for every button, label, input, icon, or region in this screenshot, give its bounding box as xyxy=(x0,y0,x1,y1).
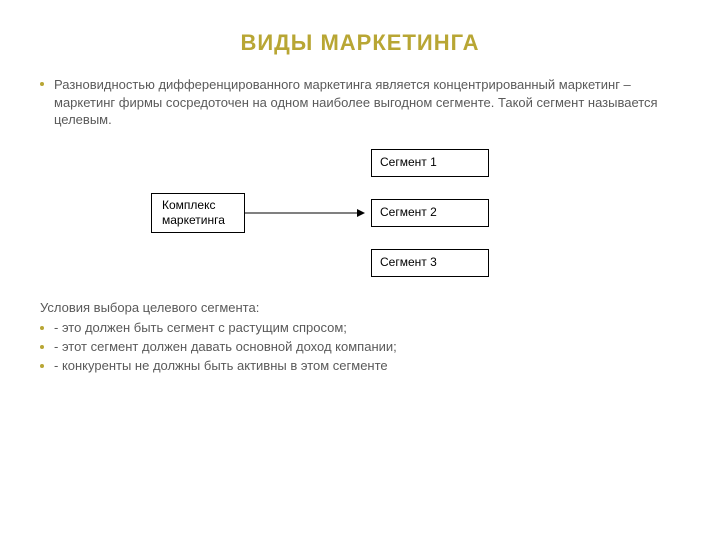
conditions-list: - это должен быть сегмент с растущим спр… xyxy=(40,319,680,376)
list-item: - конкуренты не должны быть активны в эт… xyxy=(40,357,680,376)
bullet-icon xyxy=(40,345,44,349)
node-complex: Комплекс маркетинга xyxy=(151,193,245,233)
list-item-text: - конкуренты не должны быть активны в эт… xyxy=(54,358,388,373)
bullet-icon xyxy=(40,82,44,86)
diagram: Комплекс маркетинга Сегмент 1 Сегмент 2 … xyxy=(0,129,720,299)
page-title: ВИДЫ МАРКЕТИНГА xyxy=(0,0,720,76)
conditions-block: Условия выбора целевого сегмента: - это … xyxy=(0,299,720,376)
bullet-icon xyxy=(40,326,44,330)
intro-text: Разновидностью дифференцированного марке… xyxy=(54,77,658,127)
list-item-text: - этот сегмент должен давать основной до… xyxy=(54,339,397,354)
intro-paragraph-wrap: Разновидностью дифференцированного марке… xyxy=(0,76,720,129)
list-item: - этот сегмент должен давать основной до… xyxy=(40,338,680,357)
list-item: - это должен быть сегмент с растущим спр… xyxy=(40,319,680,338)
conditions-heading: Условия выбора целевого сегмента: xyxy=(40,299,680,318)
diagram-connector xyxy=(0,129,720,299)
bullet-icon xyxy=(40,364,44,368)
list-item-text: - это должен быть сегмент с растущим спр… xyxy=(54,320,347,335)
node-segment-2: Сегмент 2 xyxy=(371,199,489,227)
node-segment-3: Сегмент 3 xyxy=(371,249,489,277)
node-segment-1: Сегмент 1 xyxy=(371,149,489,177)
